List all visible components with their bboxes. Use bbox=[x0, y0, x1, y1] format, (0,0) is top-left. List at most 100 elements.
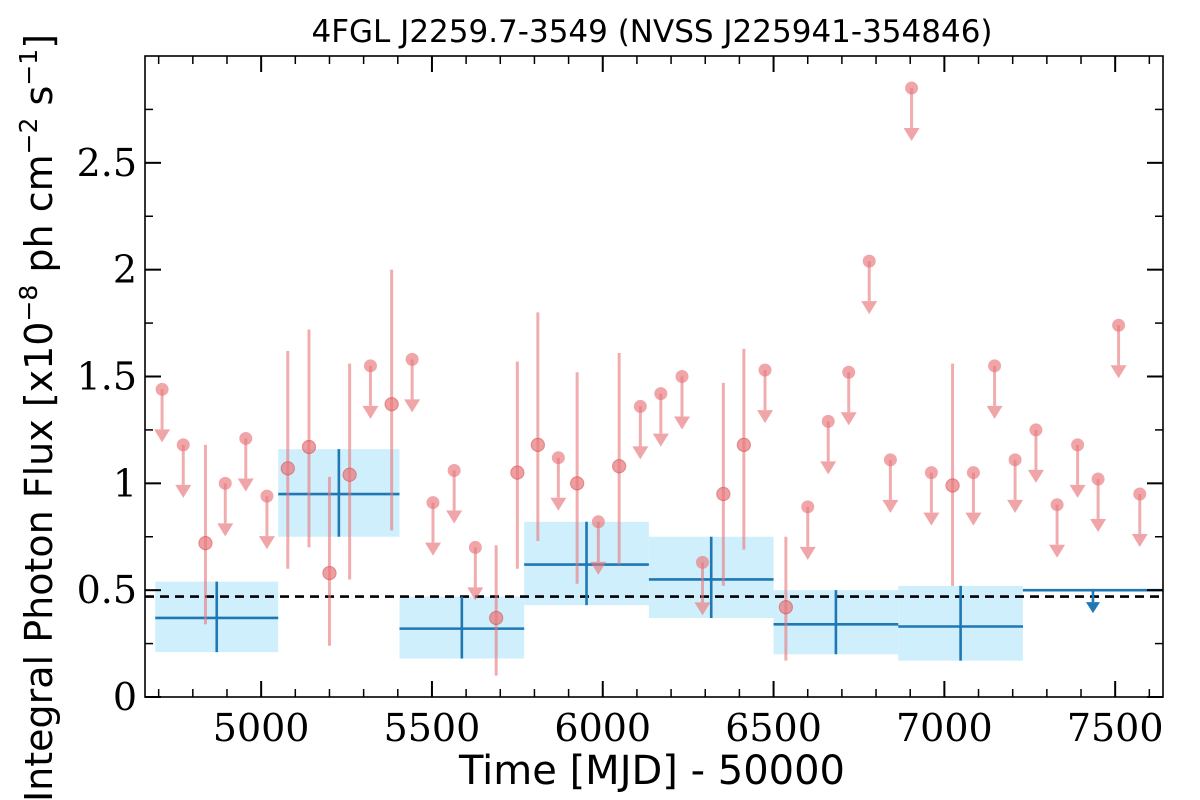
upper-limit-arrow bbox=[404, 399, 421, 413]
x-tick-label: 7000 bbox=[896, 706, 993, 750]
y-tick-label: 2 bbox=[113, 248, 137, 292]
long-bin-upper-limit-arrow bbox=[1085, 602, 1100, 614]
upper-limit-arrow bbox=[820, 461, 837, 475]
upper-limit-arrow bbox=[965, 512, 982, 526]
detection-point bbox=[342, 467, 357, 482]
upper-limit-point bbox=[1133, 487, 1147, 501]
upper-limit-arrow bbox=[903, 128, 920, 142]
detection-point bbox=[280, 461, 295, 476]
x-tick-label: 5500 bbox=[384, 706, 481, 750]
upper-limit-arrow bbox=[154, 429, 171, 443]
axes: 5000 5500 6000 6500 7000 7500 0 0.5 1 1.5 2 2.5 bbox=[77, 55, 1164, 750]
upper-limit-point bbox=[758, 363, 772, 377]
upper-limit-point bbox=[1071, 438, 1085, 452]
upper-limit-arrow bbox=[424, 542, 441, 556]
upper-limit-point bbox=[801, 500, 815, 514]
upper-limit-point bbox=[1091, 472, 1105, 486]
upper-limit-point bbox=[155, 382, 169, 396]
upper-limit-arrow bbox=[1090, 519, 1107, 533]
upper-limit-arrow bbox=[237, 478, 254, 492]
detection-point bbox=[301, 439, 317, 455]
detection-point bbox=[322, 565, 337, 581]
x-tick-label: 6000 bbox=[554, 706, 651, 750]
upper-limit-point bbox=[842, 365, 856, 379]
x-axis-label: Time [MJD] - 50000 bbox=[458, 748, 845, 794]
detection-point bbox=[778, 600, 793, 615]
detection-point bbox=[736, 437, 751, 452]
y-tick-label: 0.5 bbox=[77, 568, 137, 612]
upper-limit-arrow bbox=[1007, 499, 1024, 513]
upper-limit-point bbox=[1112, 318, 1126, 332]
upper-limit-arrow bbox=[1049, 544, 1066, 558]
upper-limit-arrow bbox=[861, 301, 878, 315]
y-tick-label: 0 bbox=[113, 675, 137, 719]
upper-limit-arrow bbox=[986, 405, 1003, 419]
upper-limit-arrow bbox=[1027, 469, 1044, 483]
detection-point bbox=[945, 478, 960, 493]
upper-limit-point bbox=[551, 451, 565, 465]
upper-limit-arrow bbox=[258, 536, 275, 550]
detection-point bbox=[489, 610, 504, 626]
upper-limit-point bbox=[260, 489, 274, 503]
upper-limit-point bbox=[176, 438, 190, 452]
upper-limit-arrow bbox=[1069, 484, 1086, 498]
upper-limit-arrow bbox=[550, 497, 567, 511]
upper-limit-arrow bbox=[799, 546, 816, 560]
detection-point bbox=[570, 476, 585, 491]
upper-limit-arrow bbox=[840, 412, 857, 426]
upper-limit-point bbox=[633, 399, 647, 413]
detection-point bbox=[384, 397, 399, 412]
upper-limit-point bbox=[1029, 423, 1043, 437]
upper-limit-arrow bbox=[674, 416, 691, 430]
upper-limit-point bbox=[363, 359, 377, 373]
upper-limit-point bbox=[405, 352, 419, 366]
upper-limit-arrow bbox=[217, 523, 234, 537]
detection-point bbox=[530, 437, 545, 452]
upper-limit-arrow bbox=[175, 484, 192, 498]
y-tick-label: 2.5 bbox=[77, 141, 137, 185]
upper-limit-point bbox=[239, 431, 253, 445]
upper-limit-arrow bbox=[1110, 365, 1127, 379]
upper-limit-point bbox=[696, 555, 710, 569]
chart-title: 4FGL J2259.7-3549 (NVSS J225941-354846) bbox=[311, 14, 992, 50]
upper-limit-point bbox=[447, 464, 461, 478]
upper-limit-arrow bbox=[882, 499, 899, 513]
upper-limit-point bbox=[1050, 498, 1064, 512]
y-tick-label: 1 bbox=[113, 461, 137, 505]
upper-limit-arrow bbox=[632, 446, 649, 460]
upper-limit-point bbox=[988, 359, 1002, 373]
y-tick-label: 1.5 bbox=[77, 355, 137, 399]
detection-point bbox=[198, 536, 213, 551]
upper-limit-arrow bbox=[590, 561, 607, 575]
upper-limit-arrow bbox=[923, 512, 940, 526]
upper-limit-arrow bbox=[362, 405, 379, 419]
upper-limit-point bbox=[862, 254, 876, 268]
upper-limit-arrow bbox=[652, 433, 669, 447]
upper-limit-arrow bbox=[757, 410, 774, 424]
detection-point bbox=[510, 465, 525, 480]
upper-limit-arrow bbox=[446, 510, 463, 524]
upper-limit-point bbox=[654, 387, 668, 401]
upper-limit-point bbox=[883, 453, 897, 467]
upper-limit-point bbox=[924, 466, 938, 480]
upper-limit-point bbox=[1008, 453, 1022, 467]
plot-area bbox=[145, 81, 1163, 676]
detection-point bbox=[612, 459, 627, 474]
y-axis-label: Integral Photon Flux [x10−8 ph cm−2 s−1] bbox=[14, 34, 61, 800]
x-tick-label: 7500 bbox=[1067, 706, 1164, 750]
upper-limit-point bbox=[675, 370, 689, 383]
upper-limit-arrow bbox=[467, 587, 484, 601]
x-tick-label: 5000 bbox=[213, 706, 310, 750]
upper-limit-point bbox=[966, 466, 980, 480]
detection-point bbox=[716, 486, 731, 502]
upper-limit-point bbox=[591, 515, 605, 529]
upper-limit-point bbox=[905, 81, 919, 95]
upper-limit-point bbox=[218, 476, 232, 490]
upper-limit-point bbox=[426, 496, 440, 510]
upper-limit-arrow bbox=[1131, 534, 1148, 548]
upper-limit-point bbox=[468, 540, 482, 554]
upper-limit-arrow bbox=[694, 602, 711, 616]
x-tick-label: 6500 bbox=[725, 706, 822, 750]
upper-limit-point bbox=[821, 414, 835, 428]
